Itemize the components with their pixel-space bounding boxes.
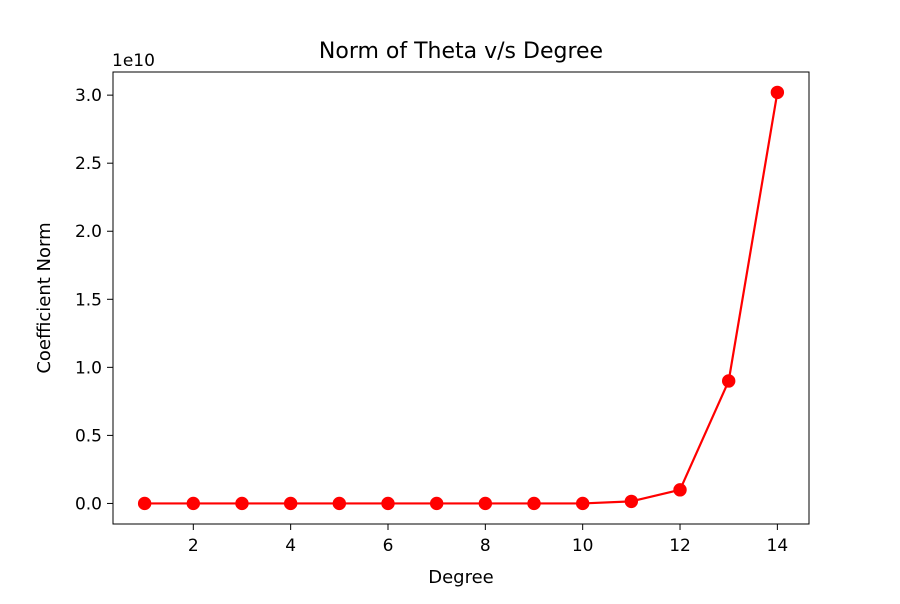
data-point-marker — [332, 496, 347, 511]
x-tick-label: 14 — [767, 536, 789, 556]
y-tick-label: 0.5 — [75, 426, 102, 446]
x-tick-label: 12 — [669, 536, 691, 556]
data-point-marker — [186, 496, 201, 511]
chart-title: Norm of Theta v/s Degree — [319, 39, 603, 64]
x-axis-label: Degree — [428, 567, 494, 588]
data-point-marker — [770, 85, 785, 100]
data-point-marker — [137, 496, 152, 511]
data-point-marker — [429, 496, 444, 511]
y-tick-label: 1.0 — [75, 358, 102, 378]
y-tick-label: 1.5 — [75, 290, 102, 310]
y-axis-scale-label: 1e10 — [112, 51, 155, 71]
x-tick-label: 4 — [285, 536, 296, 556]
y-axis-ticks: 0.0 0.5 1.0 1.5 2.0 2.5 3.0 — [75, 86, 113, 514]
y-tick-label: 0.0 — [75, 494, 102, 514]
data-point-marker — [673, 483, 687, 497]
data-point-marker — [527, 496, 541, 511]
x-axis-ticks: 2 4 6 8 10 12 14 — [188, 524, 788, 556]
data-point-marker — [283, 496, 298, 511]
plot-frame — [112, 71, 810, 525]
y-tick-label: 3.0 — [75, 86, 102, 106]
y-tick-label: 2.5 — [75, 154, 102, 174]
data-point-marker — [624, 494, 639, 509]
y-axis-label: Coefficient Norm — [34, 222, 55, 373]
plot-area-background — [113, 72, 809, 524]
data-point-marker — [575, 496, 590, 511]
y-tick-label: 2.0 — [75, 222, 102, 242]
series-line — [143, 91, 779, 505]
series-layer — [137, 85, 785, 511]
x-tick-label: 2 — [188, 536, 199, 556]
data-point-marker — [721, 374, 736, 388]
x-tick-label: 10 — [572, 536, 594, 556]
x-tick-label: 8 — [480, 536, 491, 556]
x-tick-label: 6 — [383, 536, 394, 556]
data-point-marker — [478, 496, 493, 511]
data-point-marker — [381, 496, 395, 511]
data-point-marker — [235, 496, 249, 511]
